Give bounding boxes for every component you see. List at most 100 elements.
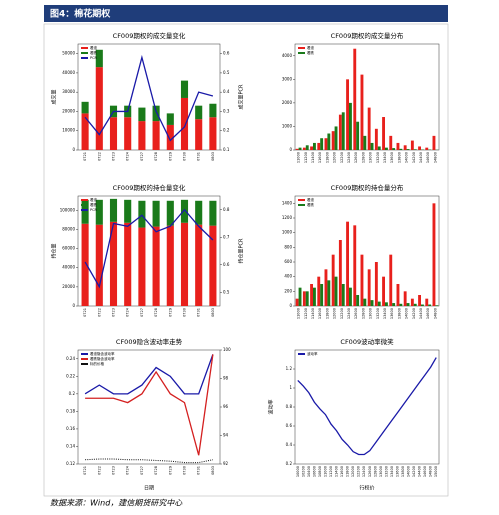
y-label: 持仓量: [51, 243, 58, 258]
bar: [166, 200, 174, 226]
x-tick-label: 14600: [426, 152, 430, 163]
bar: [317, 142, 321, 150]
bar: [428, 304, 432, 306]
bar: [305, 291, 309, 306]
bar: [406, 303, 410, 306]
x-tick-label: 0723: [112, 308, 116, 317]
y2-tick-label: 0.7: [223, 234, 230, 239]
x-tick-label: 14200: [412, 152, 416, 163]
bar: [425, 298, 429, 306]
bar: [109, 117, 118, 150]
bar: [360, 74, 364, 150]
legend-swatch: [81, 363, 88, 365]
y-tick-label: 1.2: [286, 366, 293, 371]
legend-label: 看跌: [307, 202, 315, 207]
bar: [95, 49, 103, 68]
y-tick-label: 0: [289, 147, 292, 152]
bar: [298, 287, 302, 306]
x-tick-label: 13800: [397, 308, 401, 319]
x-tick-label: 14200: [412, 466, 416, 477]
series-line: [85, 354, 214, 456]
x-tick-label: 0721: [83, 308, 87, 317]
x-tick-label: 0721: [83, 466, 87, 475]
bar: [180, 97, 189, 150]
x-tick-label: 0724: [126, 307, 130, 317]
legend-swatch: [81, 204, 88, 206]
x-tick-label: 11000: [323, 466, 327, 477]
bar: [209, 117, 217, 150]
x-tick-label: 12000: [351, 466, 355, 477]
bar: [392, 303, 396, 306]
bar: [327, 133, 331, 150]
y-tick-label: 100000: [60, 207, 76, 212]
y-tick-label: 0.2: [69, 391, 76, 396]
y-tick-label: 40000: [62, 265, 75, 270]
y2-tick-label: 98: [223, 376, 229, 381]
y-tick-label: 4000: [282, 53, 293, 58]
legend-swatch: [81, 358, 88, 360]
bar: [295, 148, 299, 150]
x-tick-label: 0731: [197, 308, 201, 317]
x-tick-label: 14400: [418, 466, 422, 477]
bar: [370, 300, 374, 306]
bar: [305, 145, 309, 150]
x-tick-label: 11000: [297, 152, 301, 163]
x-tick-label: 12200: [340, 152, 344, 163]
bar: [138, 200, 146, 228]
bar: [406, 149, 410, 150]
x-tick-label: 14800: [433, 308, 437, 319]
bar: [331, 254, 335, 306]
bar: [166, 225, 174, 306]
x-tick-label: 0727: [140, 152, 144, 161]
x-tick-label: 0722: [97, 308, 101, 317]
plot-frame: [77, 349, 221, 465]
x-tick-label: 11200: [304, 308, 308, 319]
x-tick-label: 13800: [397, 152, 401, 163]
source: 数据来源：Wind，建信期货研究中心: [50, 499, 183, 508]
x-tick-label: 13800: [401, 466, 405, 477]
y2-label: 成交量PCR: [238, 84, 245, 110]
x-tick-label: 14800: [433, 152, 437, 163]
legend-swatch: [298, 52, 305, 54]
x-tick-label: 11600: [318, 308, 322, 319]
x-tick-label: 12800: [373, 466, 377, 477]
y-tick-label: 1: [289, 385, 292, 390]
series-line: [85, 458, 213, 464]
x-tick-label: 0731: [197, 466, 201, 475]
x-tick-label: 10200: [301, 466, 305, 477]
bar: [195, 200, 203, 225]
bar: [360, 254, 364, 306]
bar: [382, 276, 385, 306]
bar: [382, 117, 385, 150]
plot-frame: [77, 43, 221, 151]
x-tick-label: 0723: [112, 152, 116, 161]
bar: [392, 148, 396, 150]
x-tick-label: 13000: [379, 466, 383, 477]
x-tick-label: 0728: [154, 308, 158, 317]
bar: [353, 48, 357, 150]
legend-label: PCR: [90, 56, 98, 60]
y-tick-label: 80000: [62, 226, 75, 231]
bar: [421, 304, 424, 306]
bar: [367, 269, 371, 306]
bar: [367, 107, 371, 150]
bar: [109, 221, 118, 306]
bar: [209, 200, 217, 226]
bar: [313, 287, 316, 306]
bar: [385, 302, 388, 306]
x-tick-label: 11800: [346, 466, 350, 477]
bar: [410, 140, 414, 150]
legend-label: 看涨: [307, 197, 315, 202]
legend-swatch: [298, 204, 305, 206]
bar: [81, 113, 89, 150]
y-tick-label: 30000: [62, 89, 75, 94]
bar: [209, 103, 217, 118]
y2-tick-label: 0.2: [223, 128, 230, 133]
x-tick-label: 0803: [211, 152, 215, 161]
bar: [389, 254, 393, 306]
chart-title: CF009期权的持仓量分布: [331, 183, 404, 192]
y2-tick-label: 0.1: [223, 147, 230, 152]
x-tick-label: 14000: [407, 466, 411, 477]
y-tick-label: 1400: [282, 200, 293, 205]
x-tick-label: 12200: [340, 308, 344, 319]
